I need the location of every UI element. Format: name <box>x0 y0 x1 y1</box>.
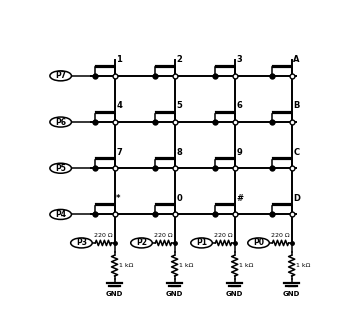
Text: P4: P4 <box>55 210 66 219</box>
Text: 3: 3 <box>236 55 242 64</box>
Text: B: B <box>293 101 300 110</box>
Text: *: * <box>116 194 121 203</box>
Ellipse shape <box>50 209 71 219</box>
Text: 9: 9 <box>236 148 242 157</box>
Text: P0: P0 <box>253 238 264 248</box>
Ellipse shape <box>71 238 92 248</box>
Text: 220 Ω: 220 Ω <box>94 233 113 238</box>
Ellipse shape <box>131 238 152 248</box>
Text: 1 kΩ: 1 kΩ <box>179 263 193 268</box>
Text: GND: GND <box>226 291 244 297</box>
Text: GND: GND <box>106 291 123 297</box>
Text: A: A <box>293 55 300 64</box>
Ellipse shape <box>50 117 71 127</box>
Text: 1 kΩ: 1 kΩ <box>239 263 254 268</box>
Text: 220 Ω: 220 Ω <box>154 233 173 238</box>
Text: P1: P1 <box>196 238 207 248</box>
Text: P7: P7 <box>55 71 66 80</box>
Text: D: D <box>293 194 300 203</box>
Text: 6: 6 <box>236 101 242 110</box>
Ellipse shape <box>50 71 71 81</box>
Text: P6: P6 <box>55 118 66 127</box>
Text: GND: GND <box>166 291 183 297</box>
Text: #: # <box>236 194 243 203</box>
Text: P5: P5 <box>55 164 66 173</box>
Text: 5: 5 <box>176 101 182 110</box>
Text: 220 Ω: 220 Ω <box>271 233 290 238</box>
Text: 2: 2 <box>176 55 182 64</box>
Ellipse shape <box>191 238 212 248</box>
Text: C: C <box>293 148 299 157</box>
Text: GND: GND <box>283 291 300 297</box>
Text: 7: 7 <box>116 148 122 157</box>
Text: 0: 0 <box>176 194 182 203</box>
Text: P3: P3 <box>76 238 87 248</box>
Ellipse shape <box>248 238 269 248</box>
Ellipse shape <box>50 163 71 173</box>
Text: 4: 4 <box>116 101 122 110</box>
Text: 1 kΩ: 1 kΩ <box>119 263 133 268</box>
Text: P2: P2 <box>136 238 147 248</box>
Text: 1: 1 <box>116 55 122 64</box>
Text: 220 Ω: 220 Ω <box>214 233 233 238</box>
Text: 1 kΩ: 1 kΩ <box>296 263 311 268</box>
Text: 8: 8 <box>176 148 182 157</box>
